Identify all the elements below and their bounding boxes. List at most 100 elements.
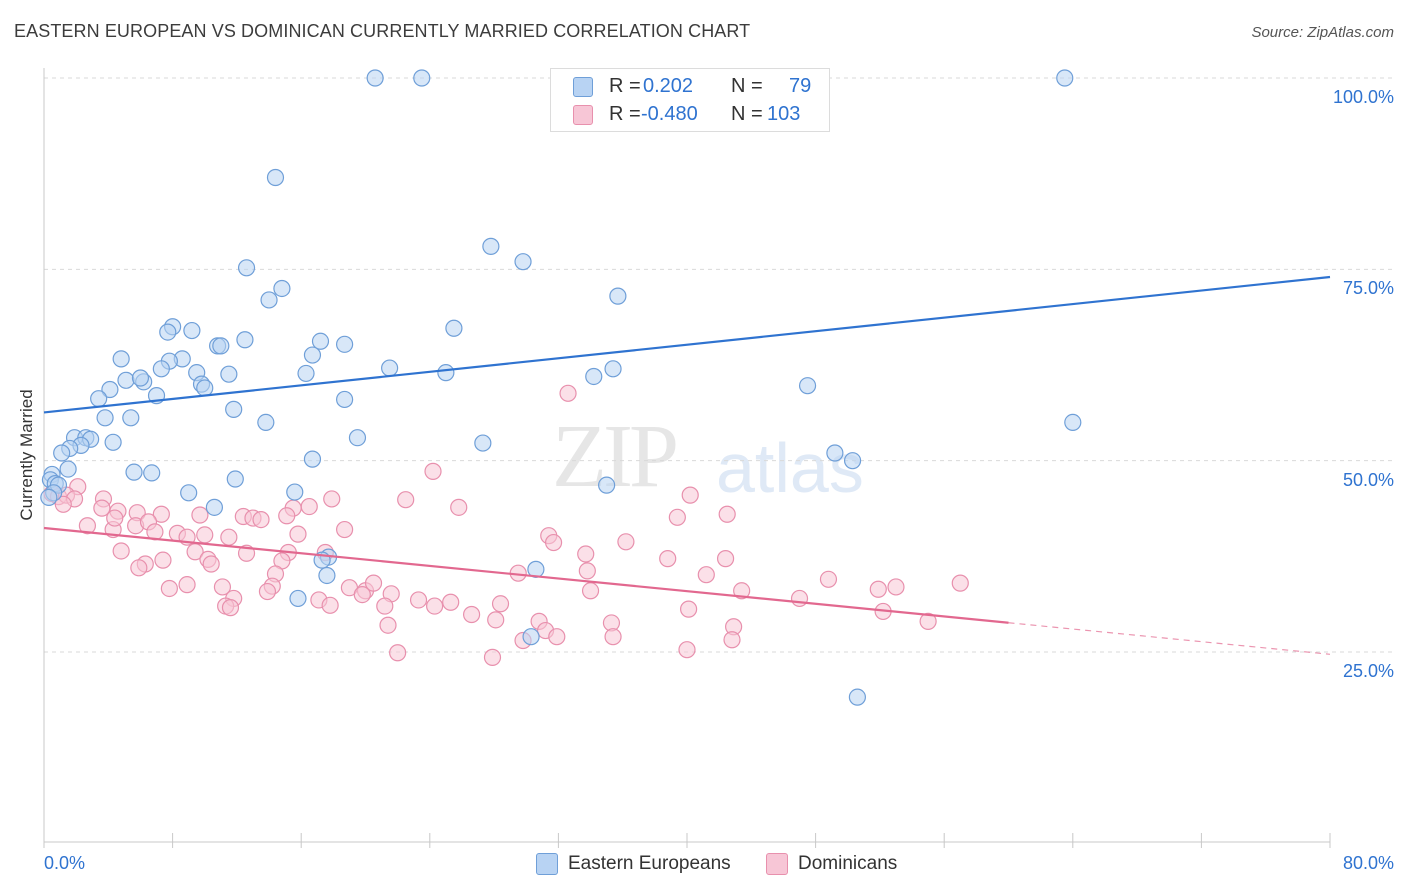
y-tick-label: 50.0% [1342, 469, 1394, 490]
data-point [336, 390, 354, 409]
axes [43, 68, 1331, 848]
data-point [716, 550, 735, 568]
data-point [364, 574, 383, 592]
data-point [544, 533, 563, 552]
n-label: N = [731, 103, 763, 125]
data-point [445, 319, 463, 337]
data-point [90, 390, 108, 408]
data-point [381, 359, 399, 377]
data-point [213, 578, 232, 596]
data-point [112, 350, 130, 368]
correlation-row-eastern-europeans: R = 0.202 N = 79 [551, 72, 829, 100]
data-point [130, 559, 148, 577]
data-point [143, 464, 161, 482]
data-point [426, 597, 444, 615]
data-point [53, 444, 71, 462]
data-point [159, 323, 177, 341]
data-point [450, 498, 468, 516]
correlation-row-dominicans: R = -0.480 N = 103 [551, 100, 829, 128]
data-point [178, 576, 196, 594]
data-point [376, 597, 394, 615]
data-point [220, 365, 238, 383]
data-point [487, 611, 505, 629]
n-value: 79 [789, 75, 812, 97]
data-point [869, 580, 887, 598]
data-point [252, 510, 270, 529]
chart-title: EASTERN EUROPEAN VS DOMINICAN CURRENTLY … [14, 21, 751, 41]
data-point [462, 605, 481, 624]
trend-dominicans-dashed [1008, 622, 1331, 655]
data-point [212, 337, 230, 355]
x-tick-label-min: 0.0% [44, 853, 86, 873]
data-point [919, 612, 937, 630]
data-point [101, 380, 119, 399]
data-point [311, 332, 330, 350]
data-point [379, 616, 397, 634]
data-point [300, 497, 318, 516]
data-point [413, 69, 431, 87]
trend-dominicans-solid [43, 526, 1009, 624]
data-point [353, 585, 371, 604]
data-point [609, 287, 627, 305]
data-point [733, 582, 751, 600]
data-point [196, 526, 214, 544]
data-point [598, 476, 616, 494]
data-point [131, 369, 150, 387]
legend-dominicans[interactable]: Dominicans [766, 852, 897, 876]
data-point [257, 413, 275, 431]
data-point [40, 488, 58, 507]
data-point [196, 379, 214, 397]
data-point [237, 259, 256, 277]
watermark-atlas: atlas [716, 429, 864, 507]
data-point [482, 237, 500, 255]
data-point [236, 331, 254, 349]
data-point [548, 628, 566, 646]
series-eastern-europeans [40, 69, 1082, 706]
x-tick-label-max: 80.0% [1342, 853, 1394, 873]
data-point [522, 628, 540, 646]
data-point [180, 484, 198, 502]
data-point [220, 528, 238, 546]
data-point [154, 551, 172, 569]
data-point [843, 452, 862, 470]
y-axis-label: Currently Married [17, 389, 36, 521]
data-point [442, 593, 460, 611]
data-point [266, 168, 285, 187]
data-point [678, 641, 696, 659]
n-value: 103 [767, 103, 801, 125]
data-point [96, 409, 114, 427]
legend-blue-swatch [536, 852, 558, 875]
data-point [668, 508, 686, 526]
r-label: R = [609, 103, 641, 125]
data-point [798, 377, 817, 395]
data-point [577, 545, 595, 563]
data-point [278, 507, 296, 525]
data-point [348, 429, 367, 447]
legend-label: Eastern Europeans [568, 853, 731, 874]
y-tick-label: 25.0% [1342, 661, 1394, 681]
data-point [617, 533, 635, 551]
data-point [581, 582, 600, 600]
legend-eastern-europeans[interactable]: Eastern Europeans [536, 852, 731, 876]
data-point [289, 525, 307, 543]
data-point [125, 463, 143, 481]
trend-eastern-europeans-solid [43, 275, 1331, 414]
data-point [1056, 69, 1074, 87]
data-point [183, 321, 201, 340]
legend-pink-swatch [766, 852, 788, 875]
data-point [1064, 413, 1082, 431]
data-point [258, 582, 277, 601]
r-value: 0.202 [643, 75, 694, 97]
data-point [191, 506, 209, 524]
n-label: N = [731, 75, 763, 97]
data-point [54, 495, 72, 513]
data-point [366, 69, 384, 87]
data-point [397, 491, 415, 509]
data-point [389, 644, 407, 662]
data-point [122, 409, 140, 427]
data-point [424, 462, 442, 480]
data-point [297, 364, 315, 383]
data-point [680, 600, 698, 618]
legend-label: Dominicans [798, 853, 898, 874]
